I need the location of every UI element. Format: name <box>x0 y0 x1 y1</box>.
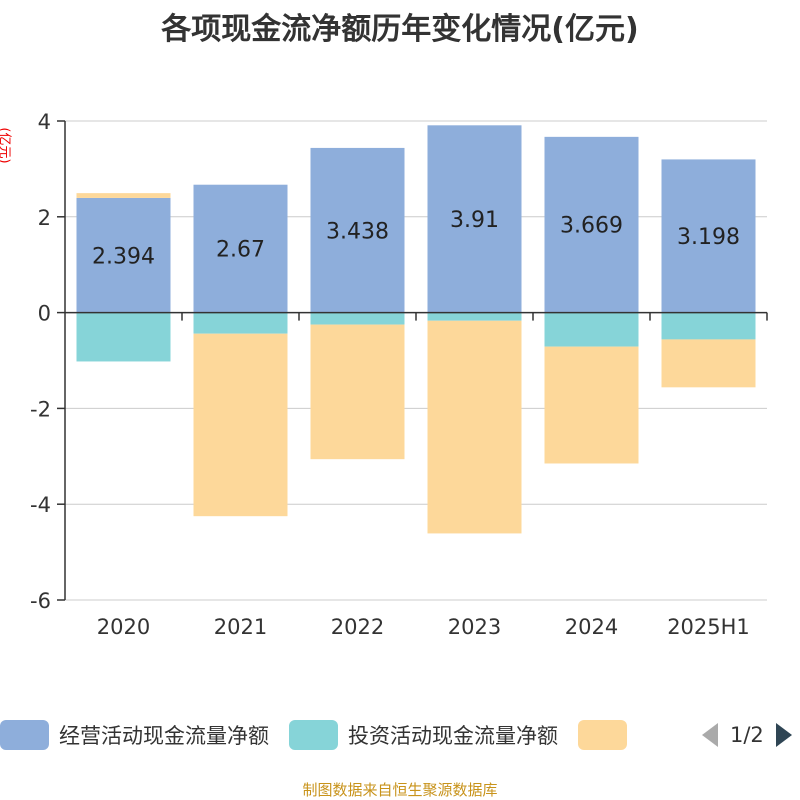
y-tick-label: -2 <box>30 397 51 421</box>
legend-item-investing[interactable]: 投资活动现金流量净额 <box>289 720 558 750</box>
bar-2021-s2 <box>193 333 288 517</box>
chart-title: 各项现金流净额历年变化情况(亿元) <box>161 12 639 47</box>
legend: 经营活动现金流量净额 投资活动现金流量净额 <box>0 718 657 752</box>
bar-2024-s2 <box>544 346 639 464</box>
bar-2023-s2 <box>427 320 522 534</box>
legend-swatch <box>0 720 49 750</box>
y-tick-label: -6 <box>30 589 51 613</box>
bar-2023-s0 <box>427 125 522 313</box>
chart-plot: 4 2 0 -2 -4 -6 2.394 2.67 3.438 3.91 3.669 3.198 202… <box>30 110 768 639</box>
legend-label: 投资活动现金流量净额 <box>348 724 558 748</box>
bar-2025H1-s0 <box>661 159 756 313</box>
bar-2024-s1 <box>544 312 639 347</box>
x-tick-label: 2021 <box>214 615 267 639</box>
bar-2025H1-s2 <box>661 339 756 388</box>
bar-2025H1-s1 <box>661 312 756 340</box>
legend-swatch <box>578 720 627 750</box>
data-label: 3.438 <box>326 219 389 244</box>
data-label: 3.669 <box>560 214 623 239</box>
x-tick-label: 2020 <box>97 615 150 639</box>
data-label: 2.394 <box>92 244 155 269</box>
y-tick-label: 4 <box>38 110 51 134</box>
prev-page-icon[interactable] <box>700 721 720 749</box>
data-label: 3.198 <box>677 225 740 250</box>
x-tick-label: 2022 <box>331 615 384 639</box>
bar-2022-s0 <box>310 147 405 313</box>
x-tick-label: 2025H1 <box>667 615 750 639</box>
bar-2021-s1 <box>193 312 288 334</box>
legend-swatch <box>289 720 338 750</box>
source-note: 制图数据来自恒生聚源数据库 <box>302 781 498 799</box>
x-tick-label: 2023 <box>448 615 501 639</box>
data-label: 2.67 <box>216 238 265 263</box>
y-tick-label: -4 <box>30 493 51 517</box>
bar-2023-s1 <box>427 312 522 321</box>
bar-2020-s1 <box>76 312 171 362</box>
bar-2022-s2 <box>310 324 405 460</box>
y-tick-label: 0 <box>38 302 51 326</box>
page-indicator: 1/2 <box>730 723 764 747</box>
data-label: 3.91 <box>450 208 499 233</box>
legend-item-operating[interactable]: 经营活动现金流量净额 <box>0 720 269 750</box>
y-tick-label: 2 <box>38 206 51 230</box>
bar-2022-s1 <box>310 312 405 325</box>
legend-pager: 1/2 <box>700 718 794 752</box>
bar-2020-s2 <box>76 193 171 198</box>
x-tick-label: 2024 <box>565 615 618 639</box>
bar-2020-s0 <box>76 197 171 313</box>
legend-item-third[interactable] <box>578 720 637 750</box>
bar-2021-s0 <box>193 184 288 313</box>
next-page-icon[interactable] <box>774 721 794 749</box>
legend-label: 经营活动现金流量净额 <box>59 724 269 748</box>
bar-2024-s0 <box>544 136 639 313</box>
